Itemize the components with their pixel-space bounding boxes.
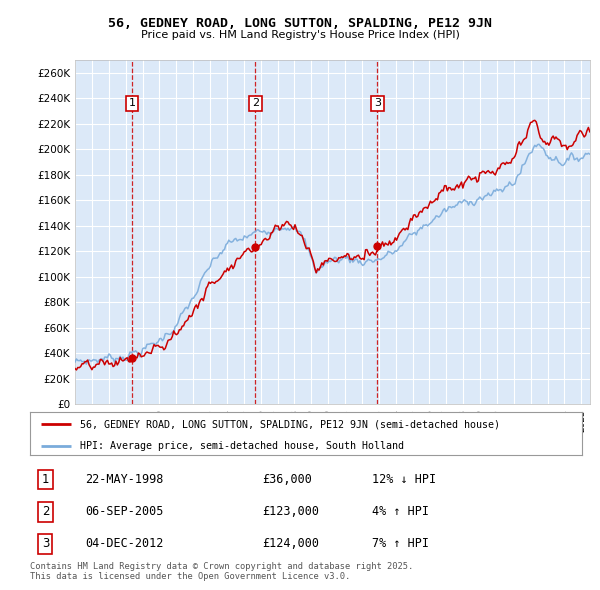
Text: £123,000: £123,000 (262, 505, 319, 518)
Text: 22-MAY-1998: 22-MAY-1998 (85, 473, 164, 486)
Text: 1: 1 (42, 473, 49, 486)
Text: 3: 3 (374, 99, 381, 109)
Text: 04-DEC-2012: 04-DEC-2012 (85, 537, 164, 550)
Text: 1: 1 (128, 99, 136, 109)
Text: £124,000: £124,000 (262, 537, 319, 550)
Text: 12% ↓ HPI: 12% ↓ HPI (372, 473, 436, 486)
Text: HPI: Average price, semi-detached house, South Holland: HPI: Average price, semi-detached house,… (80, 441, 404, 451)
Text: Contains HM Land Registry data © Crown copyright and database right 2025.
This d: Contains HM Land Registry data © Crown c… (30, 562, 413, 581)
Text: 56, GEDNEY ROAD, LONG SUTTON, SPALDING, PE12 9JN (semi-detached house): 56, GEDNEY ROAD, LONG SUTTON, SPALDING, … (80, 419, 500, 430)
Text: 56, GEDNEY ROAD, LONG SUTTON, SPALDING, PE12 9JN: 56, GEDNEY ROAD, LONG SUTTON, SPALDING, … (108, 17, 492, 30)
Text: 06-SEP-2005: 06-SEP-2005 (85, 505, 164, 518)
Text: 2: 2 (252, 99, 259, 109)
Text: 3: 3 (42, 537, 49, 550)
Text: 4% ↑ HPI: 4% ↑ HPI (372, 505, 429, 518)
Text: 7% ↑ HPI: 7% ↑ HPI (372, 537, 429, 550)
Text: 2: 2 (42, 505, 49, 518)
Text: Price paid vs. HM Land Registry's House Price Index (HPI): Price paid vs. HM Land Registry's House … (140, 30, 460, 40)
Text: £36,000: £36,000 (262, 473, 312, 486)
